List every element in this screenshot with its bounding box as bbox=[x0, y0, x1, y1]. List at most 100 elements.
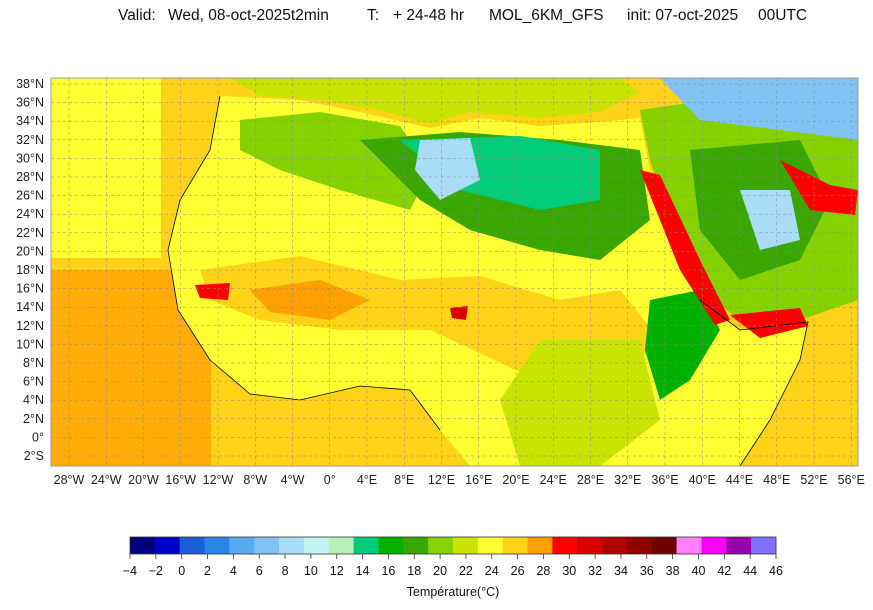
sahel-hot-zone bbox=[250, 280, 370, 320]
latitude-label: 14°N bbox=[16, 300, 44, 314]
arabia-cool-patch bbox=[740, 190, 800, 250]
colorbar-tick-label: 24 bbox=[485, 564, 499, 578]
colorbar-swatch bbox=[353, 537, 379, 554]
colorbar-swatch bbox=[751, 537, 777, 554]
init-date: init: 07-oct-2025 bbox=[627, 7, 739, 24]
colorbar-tick-label: 6 bbox=[256, 564, 263, 578]
latitude-label: 18°N bbox=[16, 263, 44, 277]
colorbar-tick-label: 32 bbox=[588, 564, 602, 578]
atlas-green-zone bbox=[240, 112, 430, 210]
latitude-label: 36°N bbox=[16, 96, 44, 110]
latitude-label: 22°N bbox=[16, 226, 44, 240]
latitude-label: 12°N bbox=[16, 319, 44, 333]
longitude-label: 36°E bbox=[651, 473, 678, 487]
colorbar-tick-label: 34 bbox=[614, 564, 628, 578]
colorbar-swatch bbox=[676, 537, 702, 554]
lake-chad-hot-spot bbox=[450, 306, 468, 320]
graticule bbox=[51, 78, 858, 466]
latitude-label: 20°N bbox=[16, 244, 44, 258]
longitude-label: 40°E bbox=[689, 473, 716, 487]
colorbar-outline bbox=[129, 536, 777, 555]
longitude-label: 0° bbox=[324, 473, 336, 487]
levant-cool-zone bbox=[660, 78, 858, 140]
colorbar-tick-label: 26 bbox=[511, 564, 525, 578]
init-time: 00UTC bbox=[758, 7, 808, 24]
longitude-label: 8°W bbox=[243, 473, 267, 487]
latitude-label: 38°N bbox=[16, 77, 44, 91]
latitude-label: 28°N bbox=[16, 170, 44, 184]
colorbar-swatch bbox=[303, 537, 330, 554]
colorbar-swatch bbox=[552, 537, 578, 554]
latitude-label: 2°S bbox=[24, 449, 44, 463]
colorbar-tick-label: 14 bbox=[356, 564, 370, 578]
colorbar-tick-label: 20 bbox=[433, 564, 447, 578]
colorbar-tick-label: 16 bbox=[381, 564, 395, 578]
forecast-range-label: T: bbox=[367, 7, 380, 24]
colorbar-swatch bbox=[204, 537, 230, 554]
forecast-range: + 24-48 hr bbox=[393, 7, 465, 24]
longitude-label: 12°W bbox=[203, 473, 234, 487]
red-sea-hot-zone bbox=[640, 170, 730, 325]
persian-gulf-hot-zone bbox=[780, 160, 858, 215]
colorbar-swatch bbox=[229, 537, 255, 554]
mali-hot-spot bbox=[195, 283, 230, 300]
colorbar-swatch bbox=[453, 537, 479, 554]
colorbar-swatch bbox=[328, 537, 354, 554]
ethiopia-highland-zone bbox=[645, 290, 720, 400]
map-field bbox=[51, 78, 858, 466]
colorbar-tick-label: 0 bbox=[178, 564, 185, 578]
longitude-label: 28°W bbox=[54, 473, 85, 487]
latitude-label: 4°N bbox=[23, 393, 44, 407]
colorbar-swatch bbox=[651, 537, 677, 554]
mediterranean-sea bbox=[230, 78, 640, 124]
colorbar-swatch bbox=[179, 537, 205, 554]
longitude-label: 28°E bbox=[577, 473, 604, 487]
valid-label: Valid: bbox=[118, 7, 156, 24]
latitude-label: 16°N bbox=[16, 282, 44, 296]
cool-desert-patch bbox=[415, 138, 480, 200]
latitude-label: 2°N bbox=[23, 412, 44, 426]
latitude-labels: 38°N 36°N 34°N 32°N 30°N 28°N 26°N 24°N 22°N 20°N… bbox=[16, 77, 44, 463]
colorbar-tick-label: 46 bbox=[769, 564, 783, 578]
model-name: MOL_6KM_GFS bbox=[489, 7, 604, 24]
longitude-label: 8°E bbox=[394, 473, 414, 487]
latitude-label: 34°N bbox=[16, 114, 44, 128]
longitude-labels: 28°W 24°W 20°W 16°W 12°W 8°W 4°W 0° 4°E 8°E 12°E 16… bbox=[54, 473, 865, 487]
colorbar-title: Température(°C) bbox=[407, 585, 500, 599]
colorbar-swatch bbox=[428, 537, 454, 554]
colorbar-swatch bbox=[254, 537, 280, 554]
colorbar-swatch bbox=[602, 537, 628, 554]
longitude-label: 44°E bbox=[726, 473, 753, 487]
colorbar-tick-label: −4 bbox=[123, 564, 137, 578]
longitude-label: 16°W bbox=[165, 473, 196, 487]
longitude-label: 24°W bbox=[91, 473, 122, 487]
colorbar-swatch bbox=[477, 537, 503, 554]
colorbar-tick-label: 12 bbox=[330, 564, 344, 578]
longitude-label: 12°E bbox=[428, 473, 455, 487]
colorbar-swatch bbox=[701, 537, 727, 554]
longitude-label: 4°E bbox=[357, 473, 377, 487]
colorbar-tick-label: 2 bbox=[204, 564, 211, 578]
colorbar-tick-label: 28 bbox=[536, 564, 550, 578]
colorbar-swatch bbox=[502, 537, 528, 554]
longitude-label: 48°E bbox=[763, 473, 790, 487]
latitude-label: 26°N bbox=[16, 189, 44, 203]
latitude-label: 6°N bbox=[23, 375, 44, 389]
latitude-label: 10°N bbox=[16, 337, 44, 351]
latitude-label: 32°N bbox=[16, 133, 44, 147]
colorbar-tick-label: 22 bbox=[459, 564, 473, 578]
colorbar-swatch bbox=[403, 537, 429, 554]
colorbar-swatch bbox=[154, 537, 180, 554]
longitude-label: 24°E bbox=[540, 473, 567, 487]
colorbar-tick-label: −2 bbox=[149, 564, 163, 578]
central-africa-zone bbox=[500, 340, 660, 466]
map-frame bbox=[50, 77, 859, 467]
latitude-label: 24°N bbox=[16, 207, 44, 221]
colorbar-swatch bbox=[626, 537, 653, 554]
colorbar-swatch bbox=[279, 537, 305, 554]
colorbar-tick-label: 30 bbox=[562, 564, 576, 578]
colorbar-tick-label: 10 bbox=[304, 564, 318, 578]
colorbar-swatch bbox=[527, 537, 553, 554]
colorbar-swatch bbox=[726, 537, 752, 554]
colorbar-tick-label: 36 bbox=[640, 564, 654, 578]
